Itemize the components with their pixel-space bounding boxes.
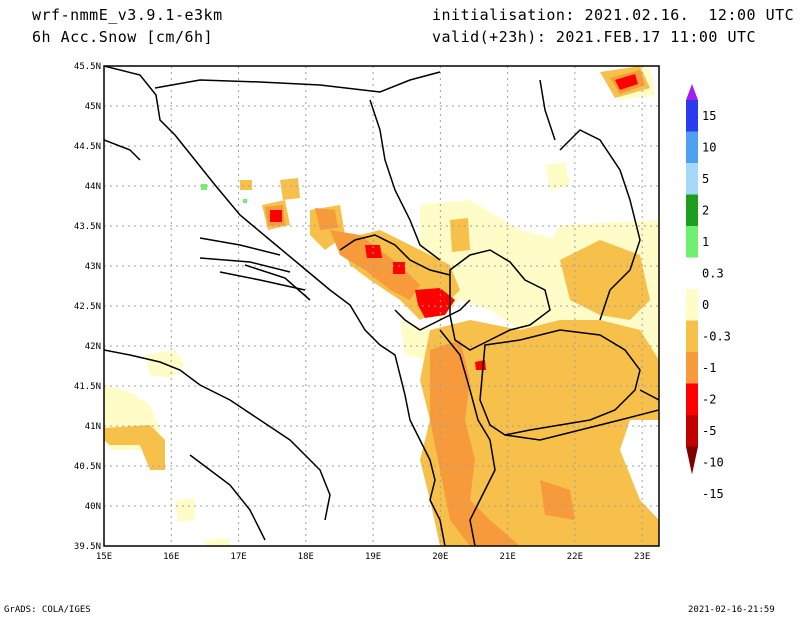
colorbar-segment	[686, 163, 698, 195]
map-coastlines-borders	[104, 66, 659, 546]
colorbar-label: -2	[702, 393, 716, 407]
lon-tick-label: 19E	[365, 552, 381, 562]
lon-tick-label: 17E	[230, 552, 246, 562]
colorbar-label: 10	[702, 141, 716, 155]
valid-time: valid(+23h): 2021.FEB.17 11:00 UTC	[432, 28, 757, 46]
colorbar-segment	[686, 131, 698, 163]
snow-green-spots	[201, 184, 247, 203]
colorbar-label: 5	[702, 172, 709, 186]
lon-tick-label: 21E	[500, 552, 516, 562]
colorbar-label: -15	[702, 487, 724, 501]
colorbar-label: 2	[702, 204, 709, 218]
colorbar-label: 15	[702, 109, 716, 123]
lat-tick-label: 41.5N	[74, 382, 101, 392]
map-grid	[104, 66, 659, 546]
colorbar-segment	[686, 289, 698, 321]
lat-tick-label: 43.5N	[74, 222, 101, 232]
lat-tick-label: 40N	[85, 502, 101, 512]
lon-tick-labels: 15E 16E 17E 18E 19E 20E 21E 22E 23E	[96, 552, 650, 562]
snow-field	[104, 66, 659, 546]
init-time: initialisation: 2021.02.16. 12:00 UTC	[432, 6, 795, 24]
lat-tick-label: 40.5N	[74, 462, 101, 472]
footer-timestamp: 2021-02-16-21:59	[688, 605, 775, 615]
lon-tick-label: 23E	[634, 552, 650, 562]
colorbar-label: 1	[702, 235, 709, 249]
colorbar-label: -5	[702, 424, 716, 438]
colorbar-bottom-arrow	[686, 446, 698, 475]
colorbar-segment	[686, 415, 698, 447]
colorbar-segment	[686, 257, 698, 289]
lat-tick-label: 45N	[85, 102, 101, 112]
colorbar: 15 10 5 2 1 0.3 0 -0.3 -1 -2 -5 -10 -15	[686, 84, 731, 501]
snow-very-heavy-areas	[270, 74, 638, 370]
lat-tick-label: 39.5N	[74, 542, 101, 552]
colorbar-label: -10	[702, 456, 724, 470]
colorbar-label: -0.3	[702, 330, 731, 344]
lon-tick-label: 22E	[567, 552, 583, 562]
colorbar-segment	[686, 226, 698, 258]
colorbar-segment	[686, 383, 698, 415]
lat-tick-labels: 39.5N 40N 40.5N 41N 41.5N 42N 42.5N 43N 43.5N 44N…	[74, 62, 101, 552]
model-name: wrf-nmmE_v3.9.1-e3km	[32, 6, 223, 24]
lat-tick-label: 44N	[85, 182, 101, 192]
colorbar-segment	[686, 352, 698, 384]
colorbar-segment	[686, 100, 698, 132]
colorbar-label: 0	[702, 298, 709, 312]
lat-tick-label: 42.5N	[74, 302, 101, 312]
lat-tick-label: 43N	[85, 262, 101, 272]
footer-credit: GrADS: COLA/IGES	[4, 605, 91, 615]
lat-tick-label: 44.5N	[74, 142, 101, 152]
colorbar-top-arrow	[686, 84, 698, 100]
lon-tick-label: 15E	[96, 552, 112, 562]
snow-heavy-areas	[265, 70, 645, 546]
lat-tick-label: 45.5N	[74, 62, 101, 72]
lon-tick-label: 20E	[432, 552, 448, 562]
colorbar-segment	[686, 194, 698, 226]
lat-tick-label: 41N	[85, 422, 101, 432]
colorbar-segment	[686, 320, 698, 352]
colorbar-label: -1	[702, 361, 716, 375]
map-frame	[103, 65, 660, 547]
field-name: 6h Acc.Snow [cm/6h]	[32, 28, 214, 46]
lon-tick-label: 18E	[298, 552, 314, 562]
colorbar-label: 0.3	[702, 267, 724, 281]
lat-tick-label: 42N	[85, 342, 101, 352]
lon-tick-label: 16E	[163, 552, 179, 562]
